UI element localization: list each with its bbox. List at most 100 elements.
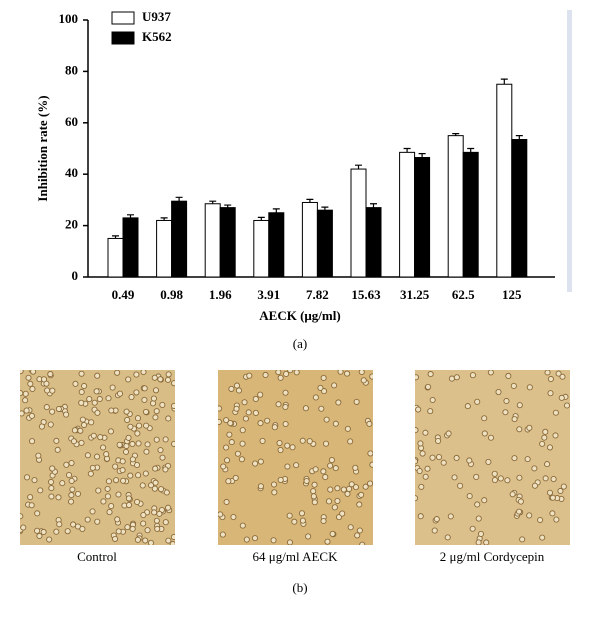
cell	[537, 516, 544, 524]
cell	[165, 504, 172, 511]
cell	[246, 372, 253, 379]
bar	[350, 168, 367, 278]
cell	[90, 432, 97, 439]
cell	[435, 437, 442, 444]
cell	[151, 509, 158, 516]
cell	[220, 463, 227, 470]
cell	[242, 415, 249, 422]
cell	[497, 475, 504, 482]
cell	[49, 387, 56, 394]
cell	[277, 447, 284, 454]
cell	[27, 380, 34, 387]
cell	[347, 438, 354, 445]
cell	[558, 394, 565, 401]
cell	[555, 370, 562, 377]
cell	[547, 375, 554, 383]
cell	[218, 405, 223, 412]
cell	[134, 415, 142, 422]
cell	[22, 397, 29, 404]
cell	[218, 511, 224, 518]
cell	[124, 416, 131, 423]
cell	[332, 420, 339, 427]
cell	[424, 465, 431, 472]
cell	[356, 501, 363, 508]
cell	[129, 456, 136, 463]
micrographs: Control 64 μg/ml AECK 2 μg/ml Cordycepin	[20, 370, 570, 564]
cell	[293, 370, 300, 376]
cell	[56, 521, 63, 528]
cell	[541, 434, 548, 441]
cell	[47, 421, 54, 428]
bar	[414, 156, 431, 278]
cell	[466, 457, 473, 464]
cell	[89, 508, 96, 515]
cell	[43, 404, 50, 411]
cell	[241, 399, 248, 406]
cell	[120, 477, 127, 484]
cell	[481, 497, 488, 504]
cell	[163, 489, 170, 496]
cell	[68, 492, 75, 499]
cell	[477, 530, 485, 537]
cell	[123, 408, 130, 415]
cell	[552, 432, 559, 439]
cell	[86, 396, 93, 403]
cell	[324, 538, 331, 545]
cell	[48, 493, 55, 500]
cell	[360, 377, 367, 384]
cell	[142, 408, 150, 415]
cell	[136, 422, 143, 429]
cell	[238, 456, 245, 463]
cell	[70, 521, 77, 528]
cell	[20, 390, 24, 397]
cell	[153, 517, 160, 524]
cell	[152, 479, 159, 486]
cell	[487, 370, 494, 376]
legend-label: K562	[142, 29, 172, 44]
error-bar	[418, 153, 426, 158]
cell	[552, 409, 559, 416]
cell	[293, 462, 300, 469]
bar	[171, 200, 188, 278]
error-bar	[257, 216, 265, 221]
cell	[30, 370, 37, 375]
cell	[481, 430, 488, 437]
bar	[122, 217, 139, 278]
error-bar	[209, 200, 217, 204]
cell	[303, 477, 310, 485]
cell	[257, 391, 264, 398]
cell	[447, 513, 454, 520]
cell	[162, 436, 169, 443]
cell	[22, 390, 29, 397]
cell	[320, 468, 327, 475]
cell	[228, 439, 235, 446]
cell	[358, 370, 365, 376]
cell	[151, 485, 158, 492]
cell	[36, 532, 43, 540]
cell	[311, 481, 318, 488]
cell	[440, 459, 447, 466]
cell	[218, 418, 222, 425]
cell	[25, 374, 32, 381]
cell	[284, 463, 291, 470]
cell	[141, 396, 148, 404]
cell	[415, 427, 419, 434]
cell	[560, 483, 567, 490]
cell	[233, 382, 240, 389]
cell	[367, 450, 373, 457]
cell	[230, 513, 237, 521]
cell	[415, 406, 422, 413]
cell	[34, 527, 41, 534]
cell	[344, 490, 351, 497]
cell	[105, 478, 112, 485]
cell	[153, 436, 160, 443]
cell	[516, 474, 523, 481]
cell	[55, 405, 62, 413]
cell	[416, 467, 423, 475]
cell	[275, 401, 282, 408]
error-bar	[370, 203, 377, 208]
cell	[348, 481, 355, 488]
cell	[53, 437, 60, 444]
cell	[169, 540, 175, 545]
cell	[427, 408, 434, 415]
